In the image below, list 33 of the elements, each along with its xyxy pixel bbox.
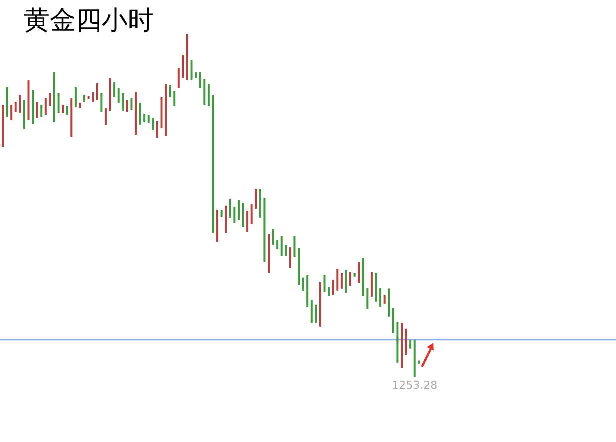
candlestick — [10, 104, 13, 121]
candlestick — [340, 272, 343, 290]
candlestick — [272, 228, 274, 246]
candlestick — [302, 277, 304, 292]
candlestick — [336, 268, 339, 292]
candlestick — [178, 68, 180, 89]
candlestick — [174, 90, 176, 107]
candlestick — [242, 202, 244, 228]
candlestick — [255, 188, 258, 210]
candlestick — [238, 200, 240, 220]
chart-title: 黄金四小时 — [24, 6, 154, 36]
candlestick — [118, 88, 120, 104]
candlestick — [324, 274, 326, 292]
candlestick — [358, 262, 360, 284]
candlestick — [58, 92, 60, 114]
candlestick — [49, 92, 52, 107]
candlestick — [380, 288, 382, 308]
candlestick — [36, 102, 38, 119]
candlestick — [122, 92, 124, 112]
annotation: 1253.28 — [392, 378, 438, 392]
candlestick — [139, 102, 142, 126]
candlestick — [280, 236, 283, 256]
candlestick — [366, 288, 369, 310]
candlestick — [289, 246, 292, 268]
candlestick — [114, 82, 116, 98]
candlestick — [246, 210, 249, 232]
candlestick — [310, 300, 313, 324]
candlestick — [345, 269, 348, 294]
candlestick — [229, 198, 232, 218]
candlestick — [182, 54, 184, 79]
candlestick — [100, 92, 103, 113]
candlestick — [250, 204, 253, 225]
candlestick — [294, 236, 296, 258]
